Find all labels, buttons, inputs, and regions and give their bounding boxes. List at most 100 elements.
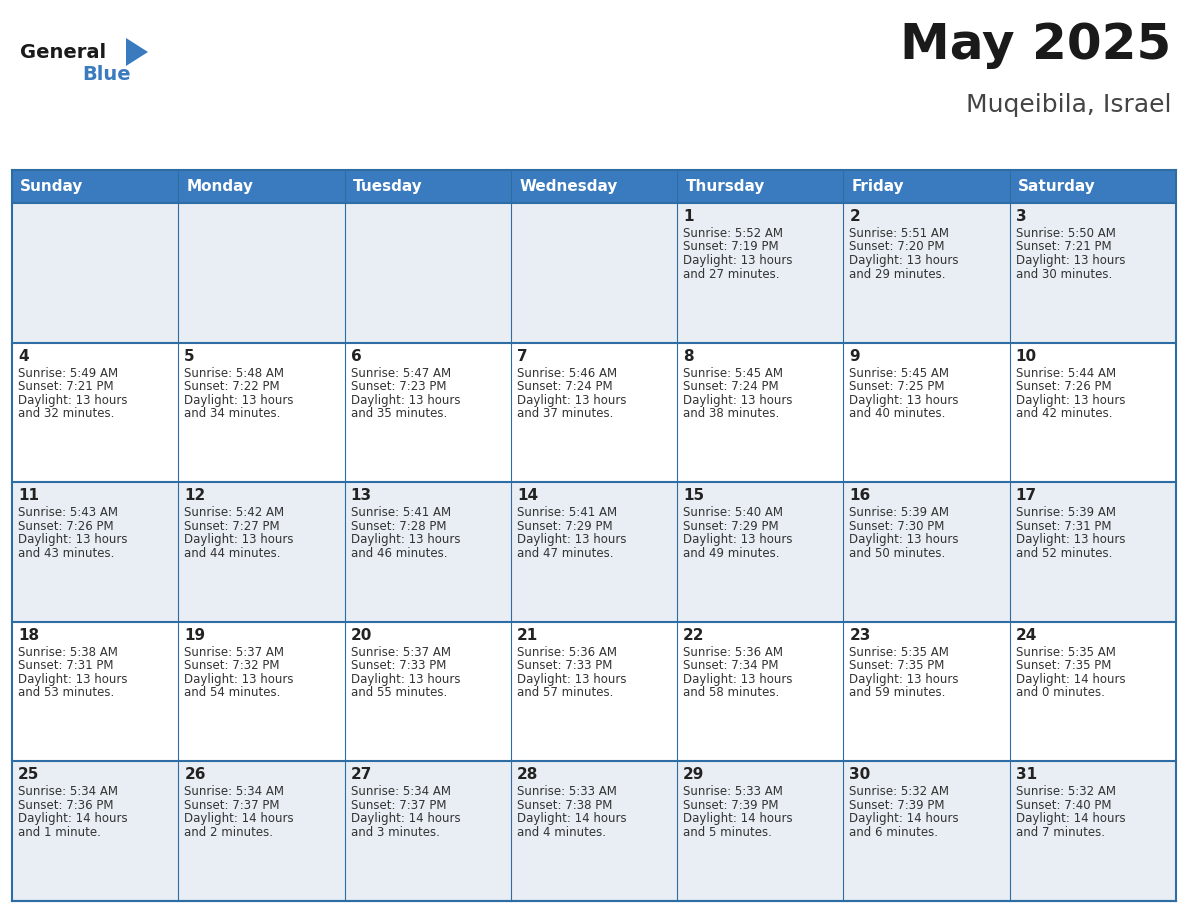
Text: Blue: Blue — [82, 65, 131, 84]
Text: and 46 minutes.: and 46 minutes. — [350, 547, 447, 560]
Text: 25: 25 — [18, 767, 39, 782]
Bar — [12, 621, 1176, 761]
Text: Daylight: 13 hours: Daylight: 13 hours — [184, 394, 293, 407]
Text: Sunrise: 5:41 AM: Sunrise: 5:41 AM — [350, 506, 450, 520]
Text: Sunset: 7:32 PM: Sunset: 7:32 PM — [184, 659, 280, 672]
Text: and 1 minute.: and 1 minute. — [18, 826, 101, 839]
Text: and 2 minutes.: and 2 minutes. — [184, 826, 273, 839]
Text: 15: 15 — [683, 488, 704, 503]
Text: Sunset: 7:39 PM: Sunset: 7:39 PM — [683, 799, 778, 812]
Text: Daylight: 13 hours: Daylight: 13 hours — [683, 673, 792, 686]
Text: General: General — [20, 42, 106, 62]
Text: and 30 minutes.: and 30 minutes. — [1016, 267, 1112, 281]
Bar — [12, 761, 1176, 901]
Text: Sunset: 7:37 PM: Sunset: 7:37 PM — [184, 799, 280, 812]
Text: 29: 29 — [683, 767, 704, 782]
Text: Sunrise: 5:46 AM: Sunrise: 5:46 AM — [517, 366, 617, 380]
Text: Daylight: 13 hours: Daylight: 13 hours — [350, 394, 460, 407]
Text: and 29 minutes.: and 29 minutes. — [849, 267, 946, 281]
Polygon shape — [126, 38, 148, 66]
Bar — [1010, 170, 1176, 203]
Text: and 0 minutes.: and 0 minutes. — [1016, 687, 1105, 700]
Text: Sunday: Sunday — [20, 179, 83, 194]
Text: 2: 2 — [849, 209, 860, 224]
Text: Sunrise: 5:44 AM: Sunrise: 5:44 AM — [1016, 366, 1116, 380]
Text: Sunrise: 5:32 AM: Sunrise: 5:32 AM — [1016, 786, 1116, 799]
Text: 17: 17 — [1016, 488, 1037, 503]
Text: 13: 13 — [350, 488, 372, 503]
Text: 7: 7 — [517, 349, 527, 364]
Text: May 2025: May 2025 — [899, 21, 1171, 69]
Text: Sunset: 7:28 PM: Sunset: 7:28 PM — [350, 520, 446, 532]
Text: 21: 21 — [517, 628, 538, 643]
Text: Sunset: 7:19 PM: Sunset: 7:19 PM — [683, 241, 779, 253]
Text: 20: 20 — [350, 628, 372, 643]
Text: Daylight: 13 hours: Daylight: 13 hours — [683, 394, 792, 407]
Text: 23: 23 — [849, 628, 871, 643]
Text: 27: 27 — [350, 767, 372, 782]
Text: Sunset: 7:33 PM: Sunset: 7:33 PM — [350, 659, 446, 672]
Text: Daylight: 13 hours: Daylight: 13 hours — [18, 533, 127, 546]
Text: Monday: Monday — [187, 179, 253, 194]
Text: Daylight: 13 hours: Daylight: 13 hours — [1016, 394, 1125, 407]
Text: 19: 19 — [184, 628, 206, 643]
Text: Sunset: 7:33 PM: Sunset: 7:33 PM — [517, 659, 612, 672]
Text: Daylight: 13 hours: Daylight: 13 hours — [683, 533, 792, 546]
Text: 18: 18 — [18, 628, 39, 643]
Text: and 50 minutes.: and 50 minutes. — [849, 547, 946, 560]
Text: Daylight: 14 hours: Daylight: 14 hours — [1016, 673, 1125, 686]
Text: Daylight: 13 hours: Daylight: 13 hours — [1016, 533, 1125, 546]
Bar — [12, 203, 1176, 342]
Text: Sunrise: 5:45 AM: Sunrise: 5:45 AM — [849, 366, 949, 380]
Text: Saturday: Saturday — [1018, 179, 1095, 194]
Text: and 43 minutes.: and 43 minutes. — [18, 547, 114, 560]
Text: and 34 minutes.: and 34 minutes. — [184, 407, 280, 420]
Text: Sunrise: 5:41 AM: Sunrise: 5:41 AM — [517, 506, 617, 520]
Text: Tuesday: Tuesday — [353, 179, 423, 194]
Text: 31: 31 — [1016, 767, 1037, 782]
Text: Sunrise: 5:36 AM: Sunrise: 5:36 AM — [517, 645, 617, 659]
Bar — [12, 170, 178, 203]
Text: Sunrise: 5:32 AM: Sunrise: 5:32 AM — [849, 786, 949, 799]
Text: and 3 minutes.: and 3 minutes. — [350, 826, 440, 839]
Text: and 47 minutes.: and 47 minutes. — [517, 547, 613, 560]
Text: Sunset: 7:24 PM: Sunset: 7:24 PM — [683, 380, 779, 393]
Text: Sunset: 7:22 PM: Sunset: 7:22 PM — [184, 380, 280, 393]
Text: Daylight: 14 hours: Daylight: 14 hours — [683, 812, 792, 825]
Text: 4: 4 — [18, 349, 29, 364]
Text: Sunrise: 5:34 AM: Sunrise: 5:34 AM — [350, 786, 450, 799]
Text: Daylight: 14 hours: Daylight: 14 hours — [1016, 812, 1125, 825]
Text: Sunset: 7:34 PM: Sunset: 7:34 PM — [683, 659, 778, 672]
Text: 9: 9 — [849, 349, 860, 364]
Text: Sunset: 7:37 PM: Sunset: 7:37 PM — [350, 799, 446, 812]
Text: 16: 16 — [849, 488, 871, 503]
Text: Daylight: 14 hours: Daylight: 14 hours — [849, 812, 959, 825]
Text: Daylight: 13 hours: Daylight: 13 hours — [350, 673, 460, 686]
Text: Sunrise: 5:43 AM: Sunrise: 5:43 AM — [18, 506, 118, 520]
Text: Wednesday: Wednesday — [519, 179, 618, 194]
Text: Daylight: 13 hours: Daylight: 13 hours — [517, 394, 626, 407]
Text: Sunset: 7:31 PM: Sunset: 7:31 PM — [1016, 520, 1111, 532]
Bar — [178, 170, 345, 203]
Text: Sunrise: 5:48 AM: Sunrise: 5:48 AM — [184, 366, 284, 380]
Text: and 6 minutes.: and 6 minutes. — [849, 826, 939, 839]
Text: 26: 26 — [184, 767, 206, 782]
Text: Sunset: 7:39 PM: Sunset: 7:39 PM — [849, 799, 944, 812]
Text: Sunrise: 5:51 AM: Sunrise: 5:51 AM — [849, 227, 949, 240]
Text: Sunset: 7:36 PM: Sunset: 7:36 PM — [18, 799, 114, 812]
Text: Friday: Friday — [852, 179, 904, 194]
Text: Sunset: 7:23 PM: Sunset: 7:23 PM — [350, 380, 446, 393]
Bar — [677, 170, 843, 203]
Text: Sunrise: 5:49 AM: Sunrise: 5:49 AM — [18, 366, 118, 380]
Text: Sunrise: 5:38 AM: Sunrise: 5:38 AM — [18, 645, 118, 659]
Text: and 55 minutes.: and 55 minutes. — [350, 687, 447, 700]
Text: and 58 minutes.: and 58 minutes. — [683, 687, 779, 700]
Text: Sunrise: 5:40 AM: Sunrise: 5:40 AM — [683, 506, 783, 520]
Text: Daylight: 13 hours: Daylight: 13 hours — [517, 673, 626, 686]
Text: and 7 minutes.: and 7 minutes. — [1016, 826, 1105, 839]
Text: Sunset: 7:35 PM: Sunset: 7:35 PM — [849, 659, 944, 672]
Text: and 49 minutes.: and 49 minutes. — [683, 547, 779, 560]
Text: and 5 minutes.: and 5 minutes. — [683, 826, 772, 839]
Text: and 54 minutes.: and 54 minutes. — [184, 687, 280, 700]
Text: and 27 minutes.: and 27 minutes. — [683, 267, 779, 281]
